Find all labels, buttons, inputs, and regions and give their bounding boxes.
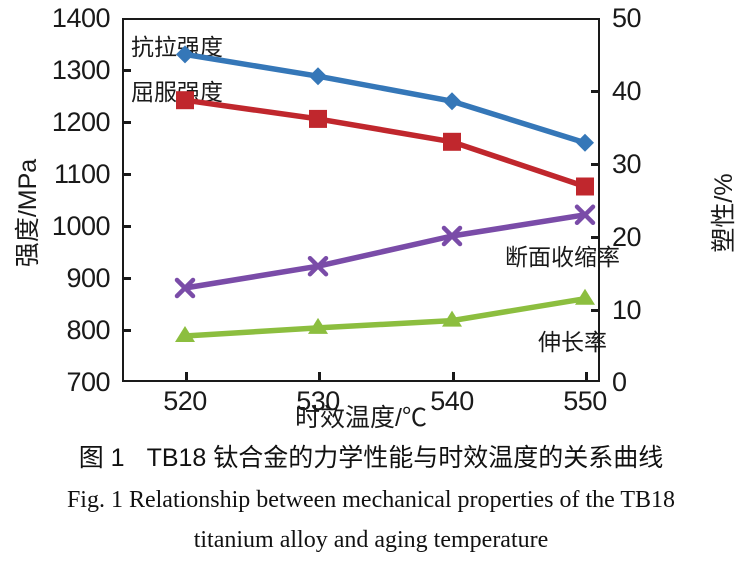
- xticklabel-550: 550: [563, 386, 607, 416]
- marker-square-530: [309, 109, 327, 128]
- yticklabel-1400: 1400: [51, 3, 111, 33]
- chart-area: 1400 1300 1200 1100 1000 900 800 700 50 …: [14, 3, 738, 432]
- marker-triangle-520: [175, 326, 195, 342]
- series-label-reduction-of-area: 断面收缩率: [505, 244, 620, 270]
- yticklabel-1000: 1000: [51, 211, 111, 241]
- yticklabel-900: 900: [66, 263, 110, 293]
- y2tick-20: [591, 236, 600, 239]
- xtick-550: [585, 372, 588, 381]
- marker-triangle-540: [442, 310, 462, 327]
- marker-cross-550: [574, 204, 596, 226]
- line-reduction-of-area: [182, 212, 588, 291]
- line-tensile-strength: [182, 51, 588, 146]
- marker-diamond-540: [443, 92, 461, 111]
- y2ticklabel-20: 20: [612, 222, 642, 252]
- caption-figure-number: 图 1: [78, 444, 125, 472]
- caption-chinese-text: TB18 钛合金的力学性能与时效温度的关系曲线: [146, 444, 664, 472]
- marker-diamond-520: [176, 45, 194, 64]
- ytick-1000: [122, 225, 131, 228]
- y2ticklabel-40: 40: [612, 76, 642, 106]
- ytick-1200: [122, 121, 131, 124]
- y2ticklabel-30: 30: [612, 149, 642, 179]
- xtick-540: [452, 372, 455, 381]
- xtick-520: [185, 372, 188, 381]
- yticklabel-700: 700: [66, 367, 110, 397]
- ytick-800: [122, 329, 131, 332]
- marker-triangle-550: [575, 288, 595, 305]
- series-yield-strength: [176, 91, 594, 196]
- marker-cross-530: [307, 255, 329, 277]
- marker-triangle-530: [308, 317, 328, 334]
- series-elongation: [175, 288, 595, 342]
- yticklabel-1200: 1200: [51, 107, 111, 137]
- xticklabel-540: 540: [430, 386, 474, 416]
- marker-square-520: [176, 91, 194, 110]
- xticklabel-530: 530: [296, 386, 340, 416]
- series-layer: [174, 45, 596, 342]
- marker-cross-540: [441, 225, 463, 247]
- yticklabel-800: 800: [66, 315, 110, 345]
- x-axis-title: 时效温度/℃: [295, 404, 427, 432]
- ytick-1100: [122, 173, 131, 176]
- marker-cross-520: [174, 277, 196, 299]
- y2ticklabel-50: 50: [612, 3, 642, 33]
- y2tick-40: [591, 90, 600, 93]
- series-reduction-of-area: [174, 204, 596, 299]
- ytick-900: [122, 277, 131, 280]
- marker-diamond-530: [309, 67, 327, 86]
- series-label-elongation: 伸长率: [538, 329, 607, 355]
- y2ticklabel-10: 10: [612, 295, 642, 325]
- yticklabel-1100: 1100: [53, 159, 111, 189]
- line-yield-strength: [182, 97, 588, 190]
- marker-diamond-550: [576, 133, 594, 152]
- caption-chinese: 图 1 TB18 钛合金的力学性能与时效温度的关系曲线: [0, 438, 742, 474]
- xticklabel-520: 520: [163, 386, 207, 416]
- yticklabel-1300: 1300: [51, 55, 111, 85]
- marker-square-550: [576, 177, 594, 196]
- xtick-530: [318, 372, 321, 381]
- caption-english-line2: titanium alloy and aging temperature: [193, 527, 549, 553]
- y2tick-30: [591, 163, 600, 166]
- ytick-1300: [122, 69, 131, 72]
- marker-square-540: [443, 132, 461, 151]
- caption-english-line1: Fig. 1 Relationship between mechanical p…: [66, 487, 676, 513]
- line-elongation: [182, 295, 588, 339]
- series-tensile-strength: [176, 45, 594, 152]
- y2ticklabel-0: 0: [612, 367, 627, 397]
- plot-frame: [122, 18, 600, 382]
- y2tick-10: [591, 309, 600, 312]
